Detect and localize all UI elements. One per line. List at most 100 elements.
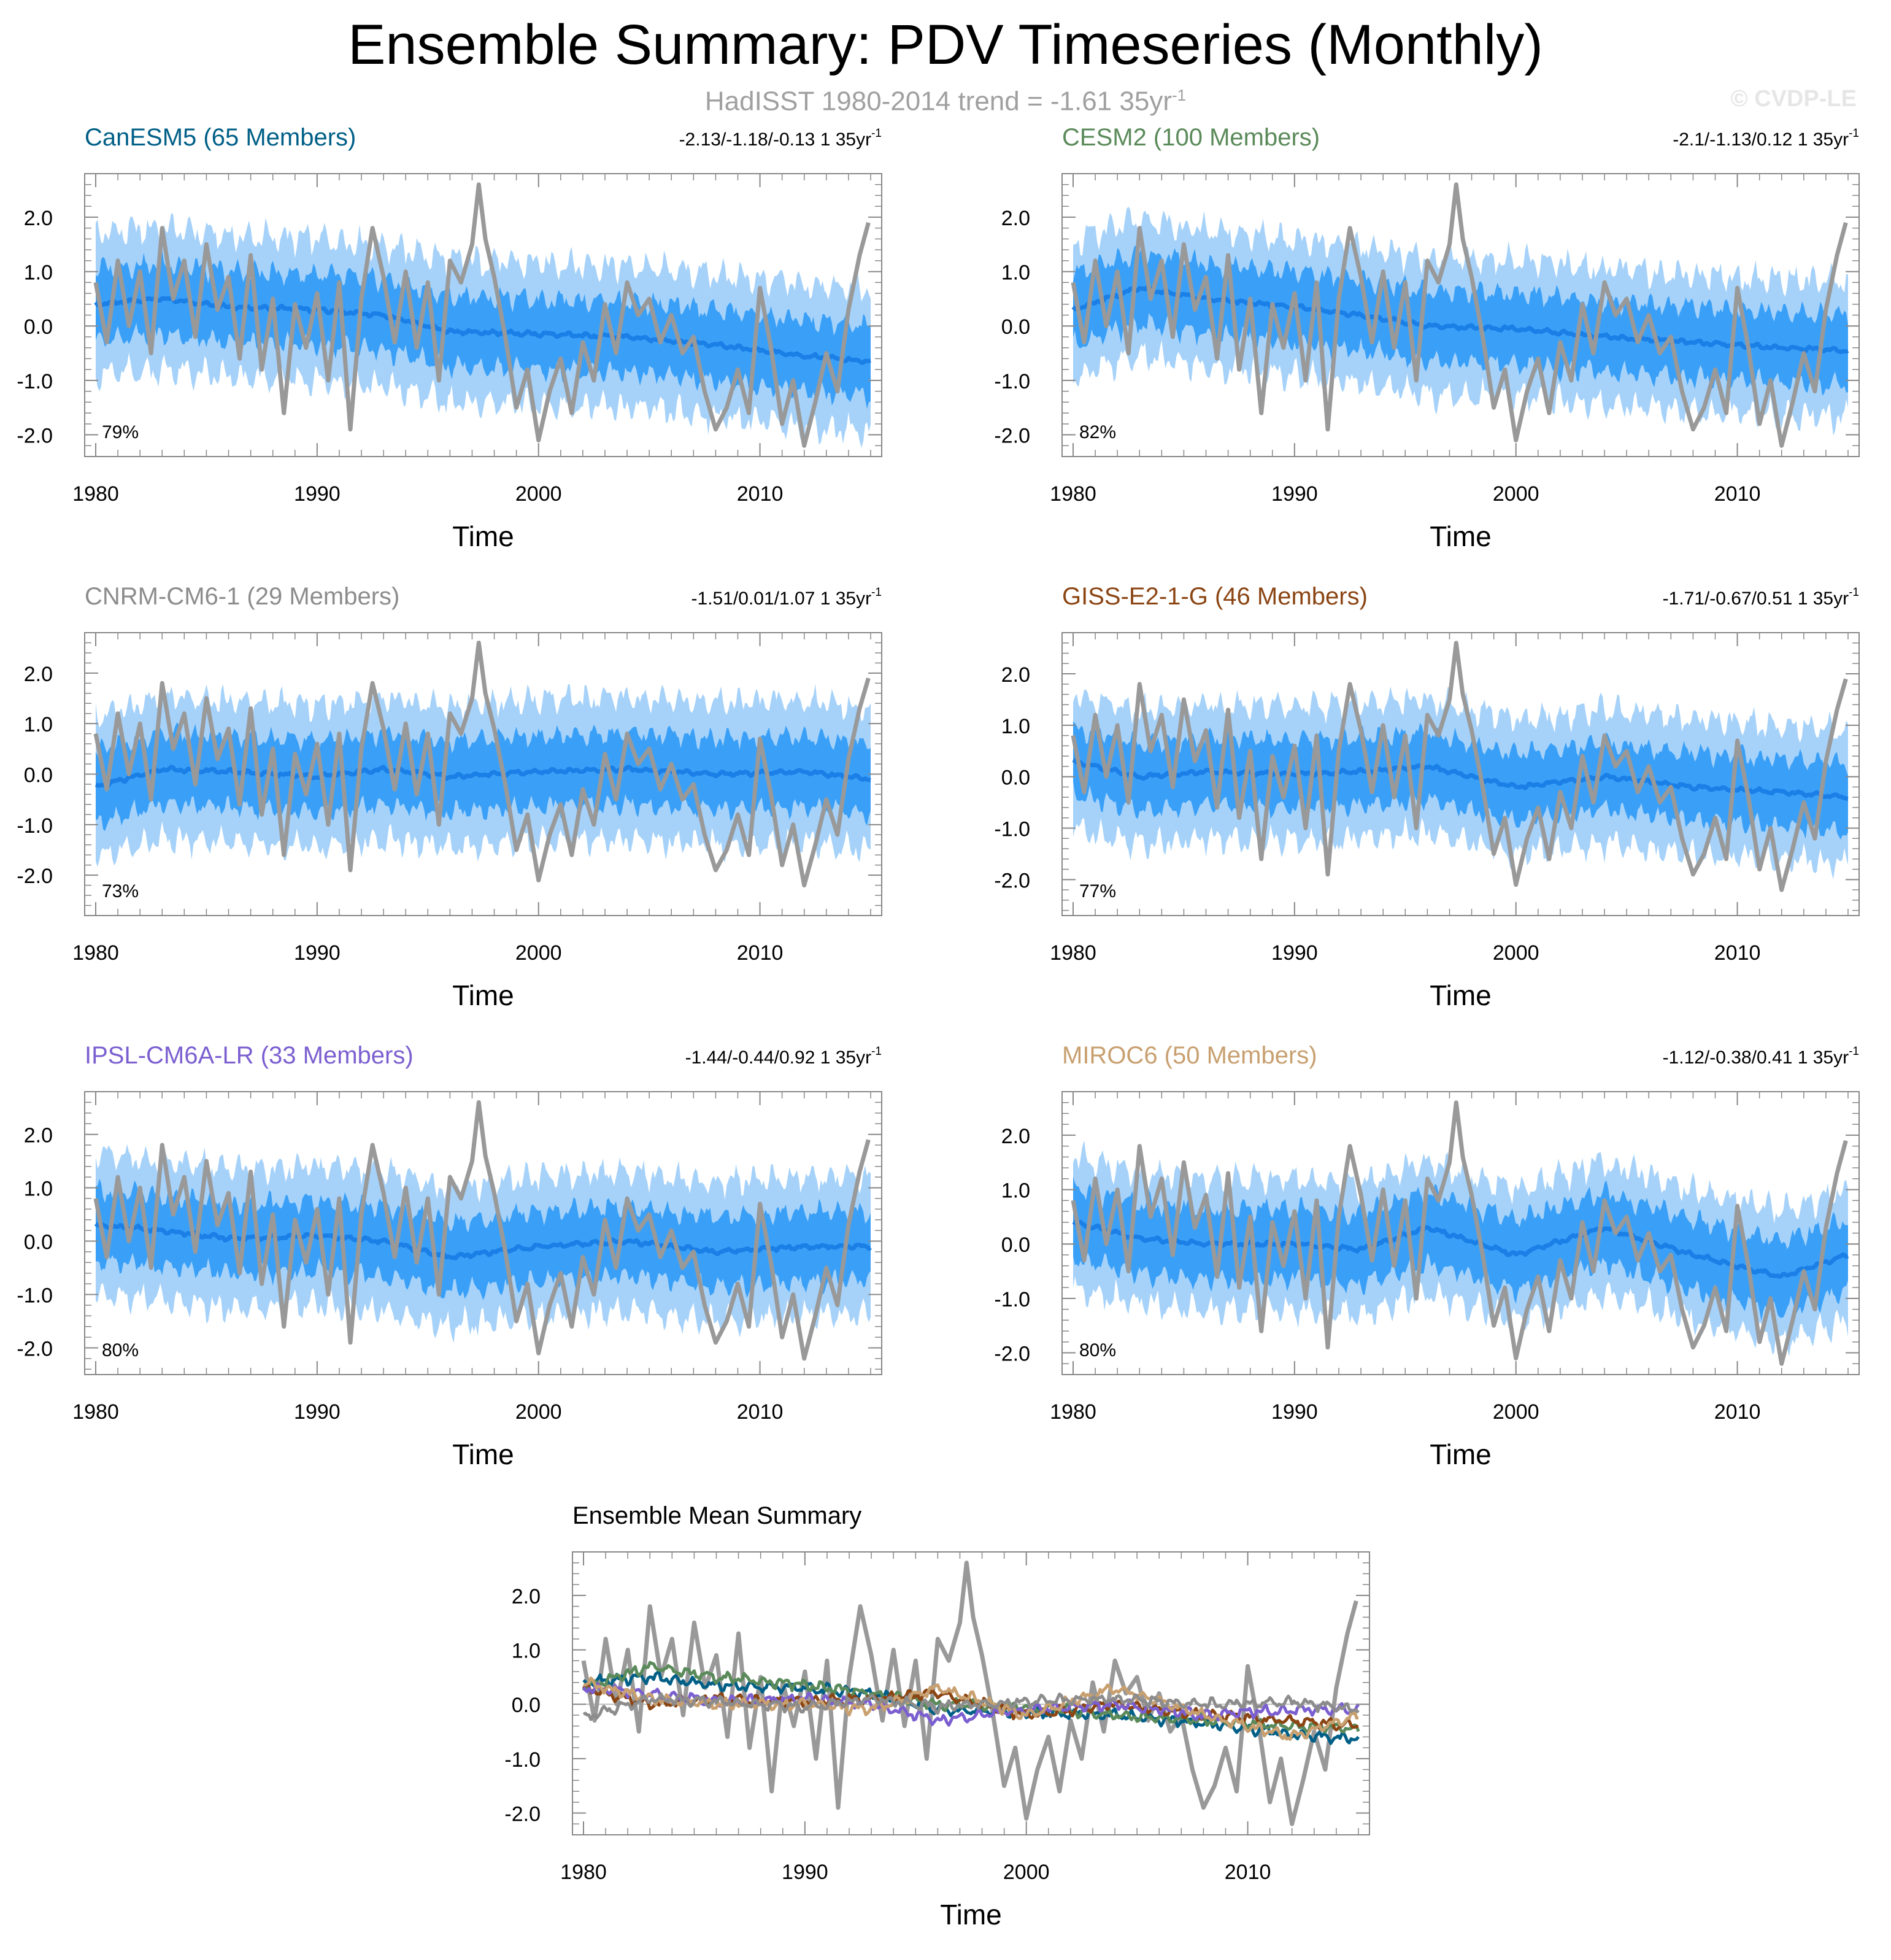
x-tick-label: 1990 bbox=[1271, 941, 1318, 965]
x-axis-label: Time bbox=[940, 1899, 1002, 1931]
x-tick-label: 2010 bbox=[1714, 941, 1761, 965]
y-tick-label: -1.0 bbox=[17, 1284, 53, 1308]
series-line-miroc6 bbox=[583, 1676, 1359, 1741]
trend-label: -1.71/-0.67/0.51 1 35yr-1 bbox=[1663, 586, 1859, 609]
panel-title: MIROC6 (50 Members) bbox=[1062, 1042, 1317, 1069]
panel-plot-area bbox=[1062, 1100, 1859, 1366]
ensemble-mean-line bbox=[1072, 758, 1849, 801]
ensemble-spread-inner bbox=[96, 249, 871, 409]
ensemble-mean-line bbox=[1071, 285, 1849, 355]
y-tick-label: -2.0 bbox=[994, 1343, 1030, 1366]
y-tick-label: -1.0 bbox=[17, 814, 53, 838]
panel-title: GISS-E2-1-G (46 Members) bbox=[1062, 583, 1368, 610]
y-tick-label: 2.0 bbox=[512, 1585, 541, 1608]
panel-frame bbox=[1061, 632, 1860, 916]
x-tick-label: 2000 bbox=[1493, 941, 1539, 965]
series-line-cnrm-cm6-1 bbox=[582, 1692, 1360, 1721]
panel-title: IPSL-CM6A-LR (33 Members) bbox=[85, 1042, 414, 1069]
panel-0: 2.0 1.0 0.0 -1.0 -2.0 1980 1990 2000 2010 Time Can… bbox=[17, 124, 882, 552]
trend-value: -1.71/-0.67/0.51 1 35yr bbox=[1663, 588, 1849, 609]
y-tick-label: 1.0 bbox=[1001, 261, 1030, 285]
panel-plot-area bbox=[572, 1561, 1369, 1826]
y-tick-label: 1.0 bbox=[24, 261, 53, 285]
x-axis-label: Time bbox=[1430, 1438, 1492, 1470]
observed-line bbox=[581, 1561, 1358, 1826]
ensemble-spread-inner bbox=[1073, 245, 1848, 396]
x-axis-label: Time bbox=[452, 979, 514, 1011]
panel-6: 2.0 1.0 0.0 -1.0 -2.0 1980 1990 2000 2010 Time Ens… bbox=[504, 1502, 1370, 1931]
panel-title: CanESM5 (65 Members) bbox=[85, 124, 356, 151]
x-tick-label: 1990 bbox=[1271, 1400, 1318, 1424]
percent-label: 77% bbox=[1079, 881, 1116, 901]
y-tick-label: -1.0 bbox=[994, 370, 1030, 393]
y-tick-label: 2.0 bbox=[24, 663, 53, 686]
x-axis-label: Time bbox=[452, 520, 514, 552]
y-tick-label: -1.0 bbox=[17, 370, 53, 393]
percent-label: 79% bbox=[102, 422, 139, 442]
y-tick-label: -1.0 bbox=[994, 1288, 1030, 1311]
x-tick-label: 2010 bbox=[1225, 1861, 1271, 1884]
y-tick-label: 2.0 bbox=[1001, 1125, 1030, 1148]
x-tick-label: 1980 bbox=[1050, 482, 1096, 506]
trend-superscript: -1 bbox=[1849, 1045, 1859, 1058]
trend-value: -2.13/-1.18/-0.13 1 35yr bbox=[679, 129, 872, 150]
trend-superscript: -1 bbox=[871, 586, 882, 599]
subtitle-text: HadISST 1980-2014 trend = -1.61 35yr bbox=[704, 86, 1172, 117]
trend-superscript: -1 bbox=[871, 127, 882, 140]
x-tick-label: 2000 bbox=[1493, 482, 1539, 506]
panel-plot-area bbox=[85, 1100, 882, 1361]
ensemble-mean-line bbox=[1072, 1219, 1849, 1279]
x-tick-label: 1990 bbox=[1271, 482, 1318, 506]
series-line-ipsl-cm6a-lr bbox=[582, 1682, 1360, 1727]
x-tick-label: 2010 bbox=[1714, 1400, 1761, 1424]
y-tick-label: 2.0 bbox=[24, 207, 53, 230]
subtitle: HadISST 1980-2014 trend = -1.61 35yr-1 bbox=[0, 79, 1891, 118]
observed-line bbox=[1071, 182, 1848, 448]
observed-line bbox=[93, 182, 871, 448]
y-tick-label: 0.0 bbox=[24, 315, 53, 339]
panel-title: CNRM-CM6-1 (29 Members) bbox=[85, 583, 399, 610]
trend-value: -1.51/0.01/1.07 1 35yr bbox=[691, 588, 872, 609]
trend-superscript: -1 bbox=[1849, 586, 1859, 599]
panel-plot-area bbox=[85, 641, 882, 888]
x-tick-label: 2010 bbox=[737, 941, 784, 965]
observed-line bbox=[1071, 641, 1848, 892]
x-tick-label: 1980 bbox=[1050, 941, 1096, 965]
y-tick-label: -2.0 bbox=[994, 869, 1030, 892]
y-tick-label: 0.0 bbox=[1001, 1233, 1030, 1257]
y-tick-label: 0.0 bbox=[512, 1694, 541, 1717]
panel-plot-area bbox=[1062, 641, 1859, 892]
y-tick-label: 1.0 bbox=[1001, 1179, 1030, 1203]
x-tick-label: 2010 bbox=[737, 482, 784, 506]
percent-label: 82% bbox=[1079, 422, 1116, 442]
y-tick-label: 2.0 bbox=[1001, 207, 1030, 230]
trend-value: -1.12/-0.38/0.41 1 35yr bbox=[1663, 1048, 1849, 1068]
y-tick-label: -2.0 bbox=[17, 865, 53, 888]
observed-line bbox=[93, 1100, 871, 1361]
trend-label: -1.12/-0.38/0.41 1 35yr-1 bbox=[1663, 1045, 1859, 1068]
subtitle-superscript: -1 bbox=[1172, 86, 1187, 104]
trend-label: -1.44/-0.44/0.92 1 35yr-1 bbox=[685, 1045, 882, 1068]
x-tick-label: 1980 bbox=[560, 1861, 607, 1884]
x-tick-label: 2000 bbox=[515, 1400, 562, 1424]
x-tick-label: 2010 bbox=[737, 1400, 784, 1424]
observed-line bbox=[1071, 1100, 1848, 1366]
ensemble-spread-inner bbox=[1073, 721, 1848, 839]
trend-label: -2.1/-1.13/0.12 1 35yr-1 bbox=[1673, 127, 1859, 150]
y-tick-label: 2.0 bbox=[24, 1124, 53, 1148]
x-tick-label: 2000 bbox=[515, 941, 562, 965]
y-tick-label: 1.0 bbox=[512, 1640, 541, 1663]
y-tick-label: -1.0 bbox=[504, 1748, 541, 1772]
x-tick-label: 1980 bbox=[72, 1400, 119, 1424]
trend-superscript: -1 bbox=[1849, 127, 1859, 140]
watermark: © CVDP-LE bbox=[1730, 86, 1857, 112]
trend-superscript: -1 bbox=[871, 1045, 882, 1058]
trend-value: -2.1/-1.13/0.12 1 35yr bbox=[1673, 129, 1849, 150]
x-tick-label: 1980 bbox=[72, 482, 119, 506]
x-axis-label: Time bbox=[452, 1438, 514, 1470]
panel-5: 2.0 1.0 0.0 -1.0 -2.0 1980 1990 2000 2010 Time MIR… bbox=[994, 1042, 1860, 1470]
x-tick-label: 2000 bbox=[1493, 1400, 1539, 1424]
ensemble-spread-inner bbox=[1073, 1176, 1848, 1321]
y-tick-label: -2.0 bbox=[17, 1338, 53, 1361]
y-tick-label: 0.0 bbox=[1001, 766, 1030, 790]
